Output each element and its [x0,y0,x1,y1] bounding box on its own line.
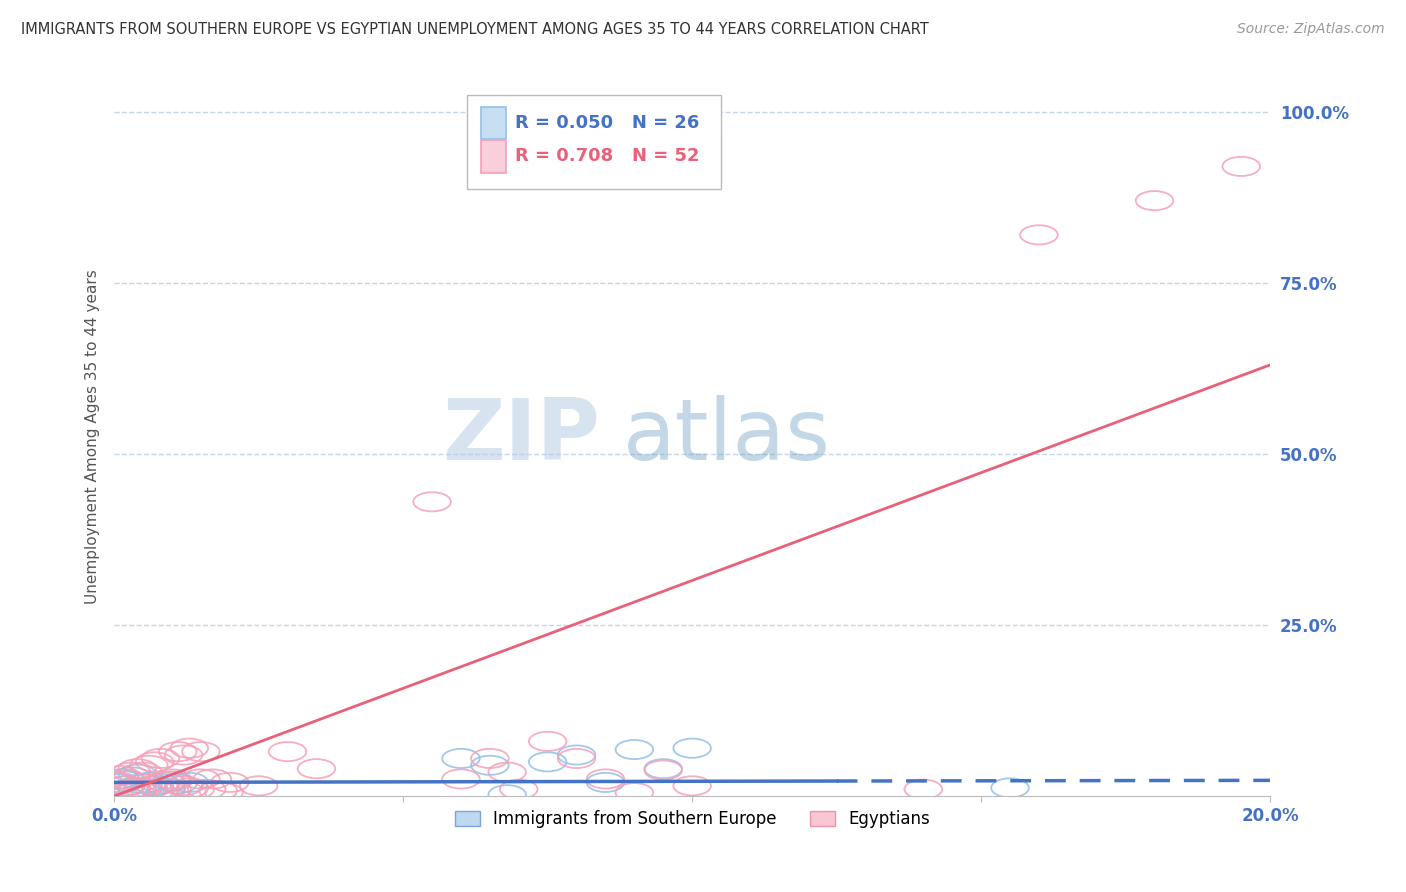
FancyBboxPatch shape [481,140,506,173]
Text: Source: ZipAtlas.com: Source: ZipAtlas.com [1237,22,1385,37]
Text: R = 0.708   N = 52: R = 0.708 N = 52 [515,147,700,166]
FancyBboxPatch shape [467,95,721,189]
Text: R = 0.050   N = 26: R = 0.050 N = 26 [515,113,700,132]
Text: IMMIGRANTS FROM SOUTHERN EUROPE VS EGYPTIAN UNEMPLOYMENT AMONG AGES 35 TO 44 YEA: IMMIGRANTS FROM SOUTHERN EUROPE VS EGYPT… [21,22,929,37]
Text: atlas: atlas [623,395,831,478]
Text: ZIP: ZIP [441,395,600,478]
FancyBboxPatch shape [481,106,506,139]
Legend: Immigrants from Southern Europe, Egyptians: Immigrants from Southern Europe, Egyptia… [449,803,936,835]
Y-axis label: Unemployment Among Ages 35 to 44 years: Unemployment Among Ages 35 to 44 years [86,269,100,604]
